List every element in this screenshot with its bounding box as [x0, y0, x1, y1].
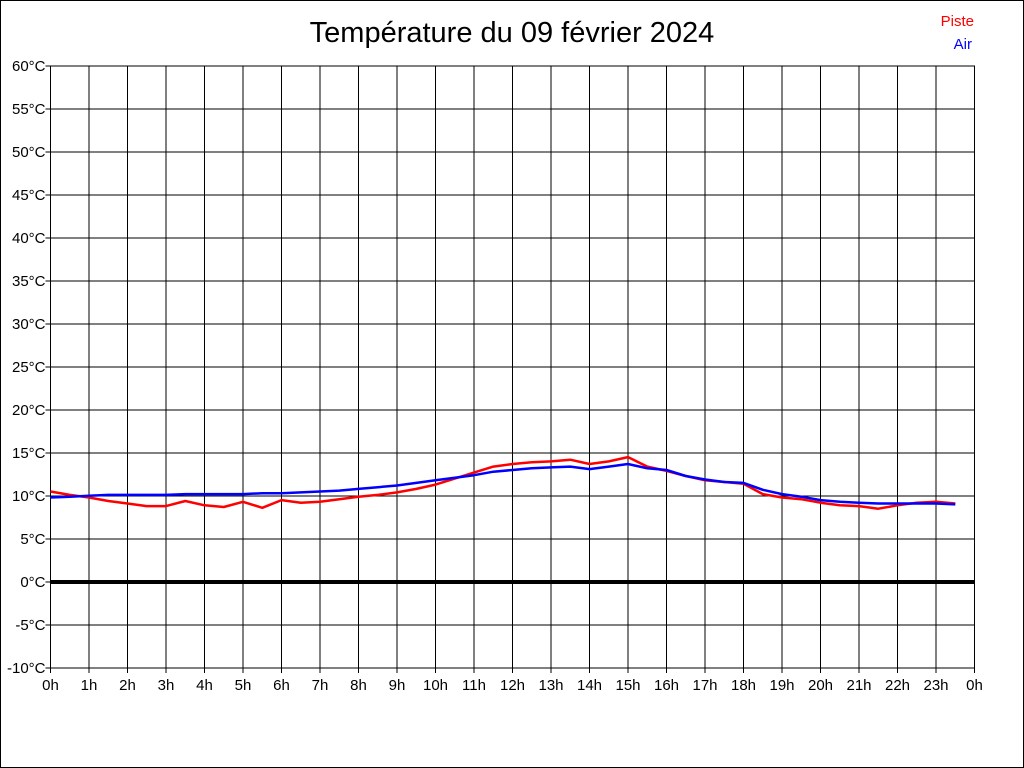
x-axis-tick-label: 2h	[119, 677, 136, 694]
x-axis-tick-label: 23h	[923, 677, 948, 694]
y-axis-tick-label: 55°C	[12, 101, 46, 118]
plot-border	[50, 65, 975, 669]
y-axis-tick-label: 5°C	[20, 531, 45, 548]
x-axis-tick-label: 0h	[966, 677, 983, 694]
series-air-line	[50, 462, 956, 506]
y-axis-tick-label: 30°C	[12, 316, 46, 333]
x-axis-tick-label: 20h	[808, 677, 833, 694]
x-axis-tick-label: 5h	[235, 677, 252, 694]
x-axis-tick-label: 0h	[42, 677, 59, 694]
y-axis-tick-label: 50°C	[12, 144, 46, 161]
x-axis-tick-label: 16h	[654, 677, 679, 694]
x-axis-tick-label: 8h	[350, 677, 367, 694]
x-axis-tick-label: 1h	[81, 677, 98, 694]
x-axis-tick-label: 15h	[615, 677, 640, 694]
x-axis-tick-label: 17h	[692, 677, 717, 694]
legend-item-air: Air	[953, 36, 972, 53]
x-axis-tick-label: 18h	[731, 677, 756, 694]
x-axis-tick-label: 12h	[500, 677, 525, 694]
y-axis-tick-label: 35°C	[12, 273, 46, 290]
y-axis-tick-label: 60°C	[12, 58, 46, 75]
x-axis-tick-label: 22h	[885, 677, 910, 694]
x-axis-tick-label: 9h	[389, 677, 406, 694]
y-axis-tick-label: 0°C	[20, 574, 45, 591]
x-axis-tick-label: 10h	[423, 677, 448, 694]
x-axis-tick-label: 3h	[158, 677, 175, 694]
y-axis-tick-label: 20°C	[12, 402, 46, 419]
x-axis-tick-label: 13h	[538, 677, 563, 694]
series-piste-line	[50, 455, 956, 510]
x-axis-tick-label: 4h	[196, 677, 213, 694]
y-axis-tick-label: 45°C	[12, 187, 46, 204]
x-axis-tick-label: 6h	[273, 677, 290, 694]
y-axis-tick-label: -10°C	[7, 660, 46, 677]
x-axis-tick-label: 21h	[846, 677, 871, 694]
y-axis-tick-label: -5°C	[15, 617, 45, 634]
y-axis-tick-label: 25°C	[12, 359, 46, 376]
x-axis-tick-label: 14h	[577, 677, 602, 694]
y-axis-tick-label: 10°C	[12, 488, 46, 505]
y-axis-tick-label: 40°C	[12, 230, 46, 247]
y-axis-tick-label: 15°C	[12, 445, 46, 462]
legend-item-piste: Piste	[940, 13, 974, 30]
x-axis-tick-label: 19h	[769, 677, 794, 694]
x-axis-tick-label: 11h	[462, 677, 486, 694]
chart-title: Température du 09 février 2024	[309, 17, 715, 49]
x-axis-tick-label: 7h	[312, 677, 329, 694]
